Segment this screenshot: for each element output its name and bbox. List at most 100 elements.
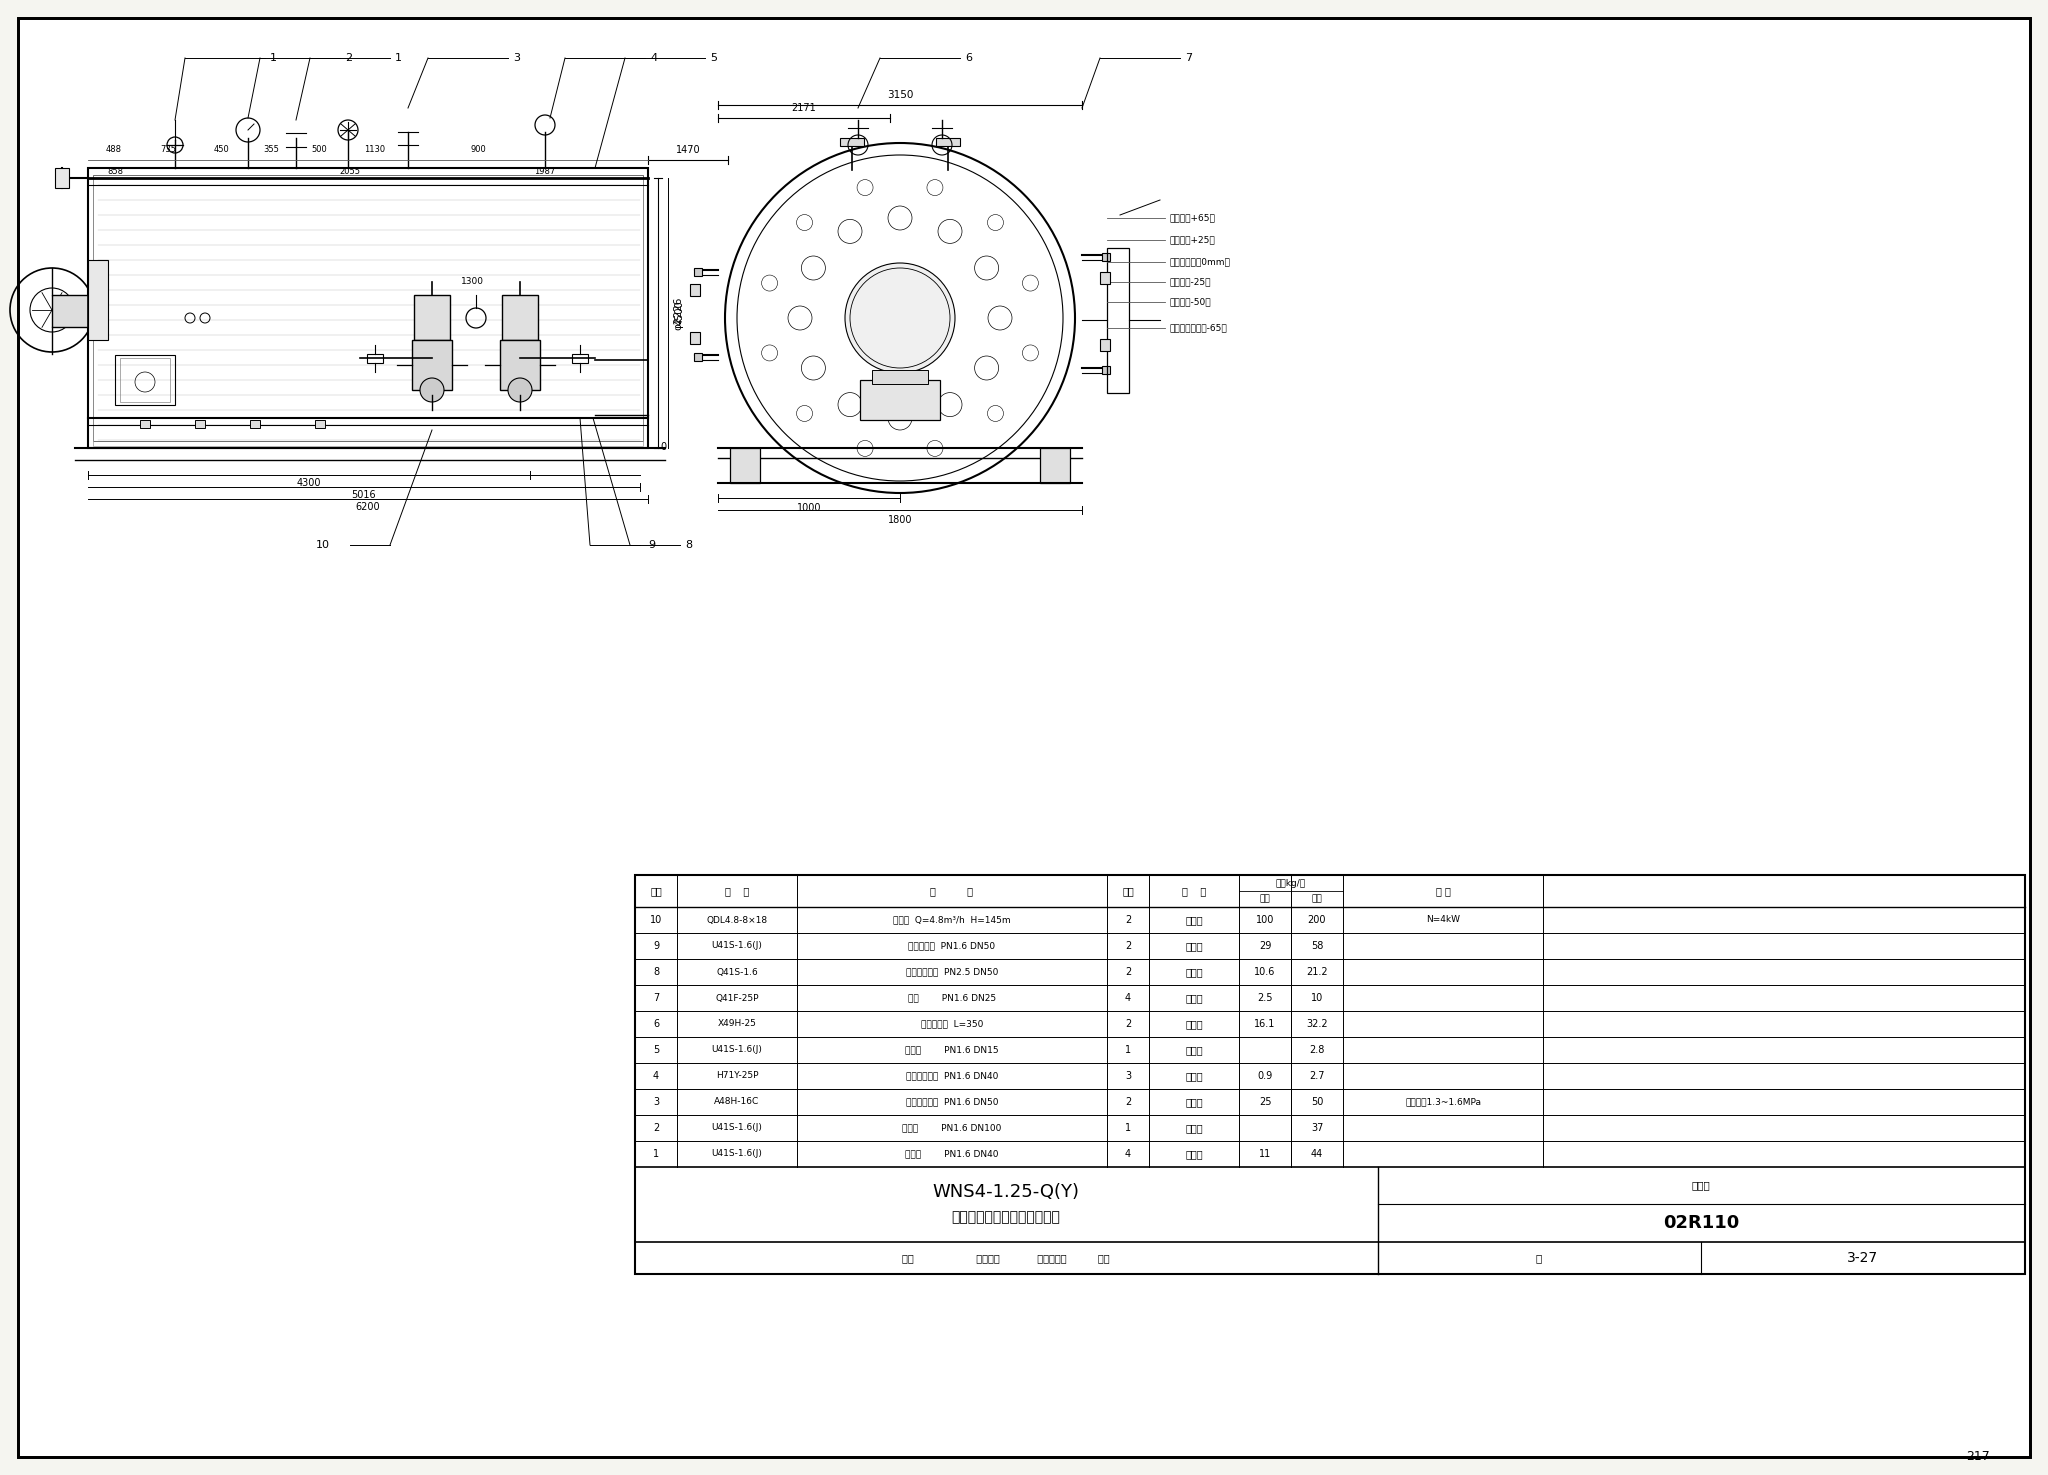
Text: 450: 450: [215, 146, 229, 155]
Text: 2: 2: [1124, 1097, 1130, 1108]
Text: 2: 2: [1124, 914, 1130, 925]
Text: 2171: 2171: [793, 103, 817, 114]
Text: 5: 5: [711, 53, 717, 63]
Text: 2055: 2055: [340, 168, 360, 177]
Text: 4: 4: [653, 1071, 659, 1081]
Text: 2: 2: [1124, 1019, 1130, 1030]
Bar: [936, 139, 961, 146]
Text: 200: 200: [1309, 914, 1327, 925]
Text: 1987: 1987: [535, 168, 555, 177]
Text: 高水位（+65）: 高水位（+65）: [1169, 214, 1217, 223]
Text: 355: 355: [262, 146, 279, 155]
Text: 单重: 单重: [1260, 894, 1270, 904]
Text: U41S-1.6(J): U41S-1.6(J): [711, 941, 762, 950]
Text: 外购件: 外购件: [1186, 1071, 1202, 1081]
Text: 2.5: 2.5: [1257, 993, 1272, 1003]
Text: 柱塞式闸阀  PN1.6 DN50: 柱塞式闸阀 PN1.6 DN50: [909, 941, 995, 950]
Bar: [414, 295, 451, 341]
Bar: [1102, 254, 1110, 261]
Text: 中水位（设为0mm）: 中水位（设为0mm）: [1169, 258, 1231, 267]
Bar: [92, 176, 643, 441]
Text: 蒸汽锅炉管道、阀门、仪表图: 蒸汽锅炉管道、阀门、仪表图: [952, 1210, 1061, 1224]
Text: 序号: 序号: [649, 886, 662, 895]
Text: 6: 6: [965, 53, 973, 63]
Text: 2.7: 2.7: [1309, 1071, 1325, 1081]
Text: 1000: 1000: [797, 503, 821, 513]
Circle shape: [420, 378, 444, 403]
Text: 4: 4: [649, 53, 657, 63]
Text: 弹簧式安全阀  PN1.6 DN50: 弹簧式安全阀 PN1.6 DN50: [905, 1097, 997, 1106]
Text: 2: 2: [344, 53, 352, 63]
Polygon shape: [850, 108, 866, 119]
Bar: [502, 295, 539, 341]
Text: WNS4-1.25-Q(Y): WNS4-1.25-Q(Y): [932, 1183, 1079, 1201]
Text: 02R110: 02R110: [1663, 1214, 1739, 1232]
Text: 外购件: 外购件: [1186, 968, 1202, 976]
Bar: [115, 355, 174, 406]
Text: 附 注: 附 注: [1436, 886, 1450, 895]
Polygon shape: [539, 118, 553, 131]
Text: U41S-1.6(J): U41S-1.6(J): [711, 1149, 762, 1158]
Text: 1: 1: [1124, 1122, 1130, 1133]
Text: 外购件: 外购件: [1186, 1019, 1202, 1030]
Text: 488: 488: [106, 146, 123, 155]
Bar: [1040, 448, 1069, 482]
Text: 对夹式止回阀  PN1.6 DN40: 对夹式止回阀 PN1.6 DN40: [905, 1071, 997, 1081]
Text: 2: 2: [1124, 941, 1130, 951]
Text: 1470: 1470: [676, 145, 700, 155]
Text: QDL4.8-8×18: QDL4.8-8×18: [707, 916, 768, 925]
Text: 16.1: 16.1: [1253, 1019, 1276, 1030]
Polygon shape: [397, 118, 418, 131]
Bar: [92, 178, 643, 445]
Text: 858: 858: [106, 168, 123, 177]
Bar: [195, 420, 205, 428]
Text: 页: 页: [1536, 1252, 1542, 1263]
Polygon shape: [289, 133, 297, 148]
Text: 29: 29: [1260, 941, 1272, 951]
Text: A48H-16C: A48H-16C: [715, 1097, 760, 1106]
Text: 柱塞阀        PN1.6 DN40: 柱塞阀 PN1.6 DN40: [905, 1149, 999, 1158]
Text: 6200: 6200: [356, 502, 381, 512]
Text: 6: 6: [653, 1019, 659, 1030]
Text: 9: 9: [647, 540, 655, 550]
Text: 4: 4: [1124, 993, 1130, 1003]
Text: 1: 1: [1124, 1044, 1130, 1055]
Text: 10: 10: [649, 914, 662, 925]
Text: 重量kg/台: 重量kg/台: [1276, 879, 1307, 888]
Text: 审核                    基准校对            李老师设计          仿流: 审核 基准校对 李老师设计 仿流: [903, 1252, 1110, 1263]
Text: 4500: 4500: [676, 301, 684, 326]
Text: 1: 1: [270, 53, 276, 63]
Text: 8: 8: [653, 968, 659, 976]
Polygon shape: [934, 108, 950, 119]
Text: 给水泵  Q=4.8m³/h  H=145m: 给水泵 Q=4.8m³/h H=145m: [893, 916, 1012, 925]
Text: 2.8: 2.8: [1309, 1044, 1325, 1055]
Text: 整定压力1.3~1.6MPa: 整定压力1.3~1.6MPa: [1405, 1097, 1481, 1106]
Text: 下水位（-25）: 下水位（-25）: [1169, 277, 1212, 286]
Text: 3: 3: [653, 1097, 659, 1108]
Text: 8: 8: [684, 540, 692, 550]
Circle shape: [508, 378, 532, 403]
Text: U41S-1.6(J): U41S-1.6(J): [711, 1046, 762, 1055]
Bar: [840, 139, 864, 146]
Text: 25: 25: [1260, 1097, 1272, 1108]
Bar: [1108, 248, 1128, 392]
Bar: [690, 285, 700, 296]
Text: 3: 3: [512, 53, 520, 63]
Bar: [729, 448, 760, 482]
Text: 58: 58: [1311, 941, 1323, 951]
Text: 1300: 1300: [461, 277, 483, 286]
Text: 上水位（+25）: 上水位（+25）: [1169, 236, 1217, 245]
Text: 1: 1: [395, 53, 401, 63]
Bar: [367, 354, 383, 363]
Text: 外购件: 外购件: [1186, 1122, 1202, 1133]
Text: 外购件: 外购件: [1186, 1044, 1202, 1055]
Text: 10.6: 10.6: [1253, 968, 1276, 976]
Bar: [51, 295, 92, 327]
Text: X49H-25: X49H-25: [717, 1019, 756, 1028]
Text: 数量: 数量: [1122, 886, 1135, 895]
Text: 4300: 4300: [297, 478, 322, 488]
Text: 900: 900: [471, 146, 485, 155]
Text: 外购件: 外购件: [1186, 1097, 1202, 1108]
Bar: [635, 875, 2025, 1274]
Text: 3: 3: [1124, 1071, 1130, 1081]
